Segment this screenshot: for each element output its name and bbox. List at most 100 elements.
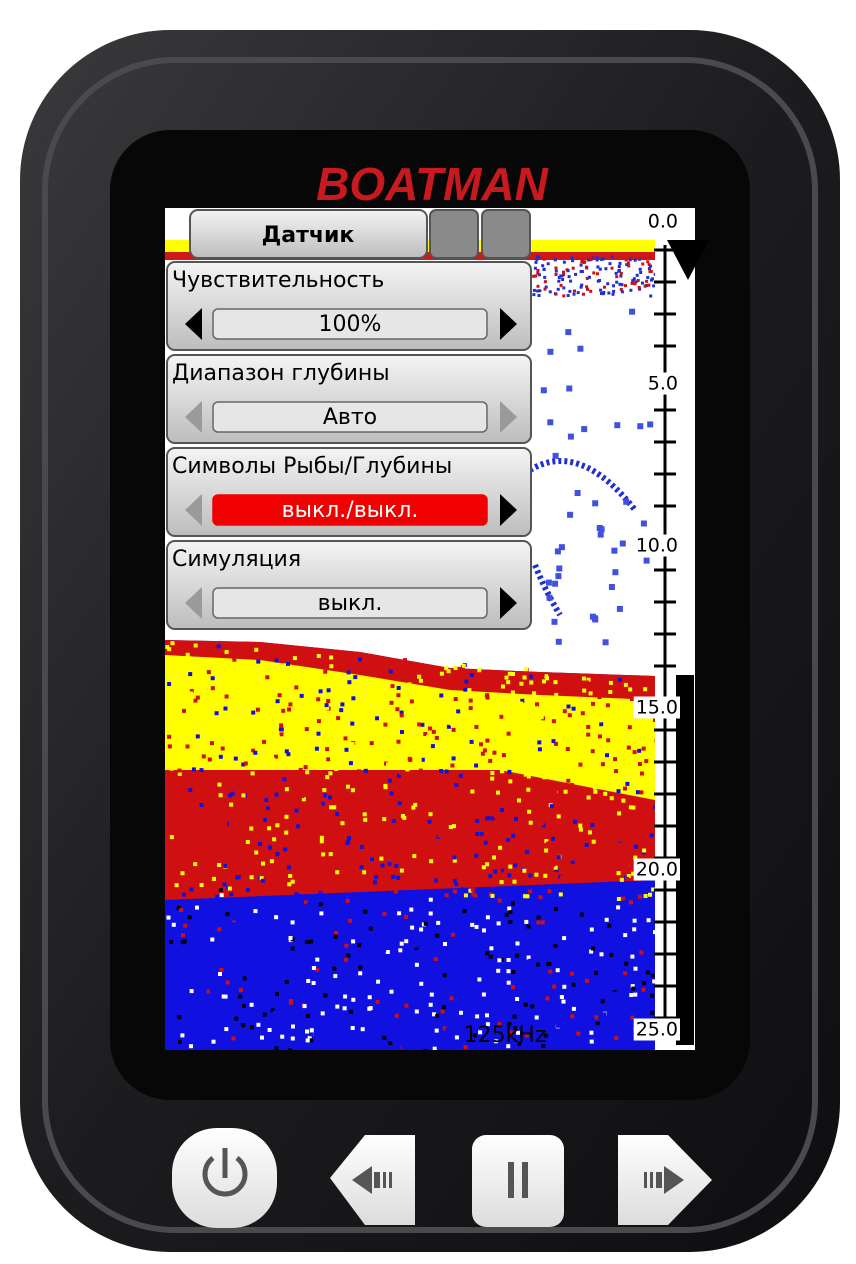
sonar-dot — [287, 708, 291, 712]
sonar-dot — [227, 953, 231, 957]
sonar-dot — [614, 707, 618, 711]
sonar-dot — [633, 750, 637, 754]
sonar-dot — [170, 835, 174, 839]
sonar-dot — [629, 805, 633, 809]
sonar-dot — [419, 679, 423, 683]
surface-dot — [576, 257, 579, 260]
surface-dot — [618, 269, 621, 272]
sonar-dot — [379, 857, 383, 861]
sonar-dot — [633, 919, 637, 923]
sonar-dot — [390, 792, 394, 796]
sonar-dot — [321, 947, 325, 951]
sonar-dot — [218, 662, 222, 666]
sonar-dot — [479, 742, 483, 746]
sonar-dot — [178, 1040, 182, 1044]
sonar-dot — [285, 980, 289, 984]
sonar-dot — [560, 716, 564, 720]
sonar-dot — [596, 811, 600, 815]
sonar-dot — [340, 702, 344, 706]
sonar-dot — [457, 851, 461, 855]
sonar-dot — [224, 1027, 228, 1031]
sonar-dot — [310, 1028, 314, 1032]
sonar-dot — [534, 873, 538, 877]
sonar-dot — [188, 915, 192, 919]
sonar-dot — [363, 910, 367, 914]
sonar-dot — [210, 824, 214, 828]
sonar-dot — [482, 993, 486, 997]
sonar-dot — [426, 735, 430, 739]
sonar-dot — [554, 772, 558, 776]
sonar-dot — [180, 1033, 184, 1037]
sonar-dot — [511, 985, 515, 989]
sonar-dot — [404, 939, 408, 943]
sonar-dot — [239, 988, 243, 992]
sonar-dot — [470, 859, 474, 863]
sonar-dot — [490, 771, 494, 775]
sonar-dot — [417, 722, 421, 726]
surface-dot — [612, 284, 615, 287]
sonar-dot — [394, 890, 398, 894]
sonar-dot — [210, 741, 214, 745]
sonar-dot — [353, 675, 357, 679]
fish-dot — [644, 558, 650, 564]
surface-dot — [582, 293, 585, 296]
sonar-dot — [367, 829, 371, 833]
sonar-dot — [516, 942, 520, 946]
sonar-dot — [363, 818, 367, 822]
fish-dot — [641, 521, 647, 527]
sonar-dot — [543, 874, 547, 878]
sonar-dot — [168, 758, 172, 762]
surface-dot — [624, 284, 627, 287]
sonar-dot — [208, 869, 212, 873]
sonar-dot — [563, 1027, 567, 1031]
sonar-dot — [326, 757, 330, 761]
surface-dot — [637, 279, 640, 282]
sonar-dot — [477, 978, 481, 982]
sonar-dot — [271, 758, 275, 762]
sonar-dot — [273, 818, 277, 822]
sonar-dot — [489, 946, 493, 950]
sonar-dot — [235, 876, 239, 880]
sonar-dot — [246, 888, 250, 892]
surface-dot — [646, 260, 649, 263]
sonar-dot — [310, 772, 314, 776]
sonar-dot — [295, 809, 299, 813]
sonar-dot — [379, 1039, 383, 1043]
sonar-dot — [175, 892, 179, 896]
surface-dot — [535, 258, 538, 261]
sonar-dot — [604, 771, 608, 775]
sonar-dot — [384, 807, 388, 811]
sonar-dot — [392, 819, 396, 823]
sonar-dot — [250, 704, 254, 708]
surface-dot — [612, 290, 615, 293]
sonar-dot — [312, 981, 316, 985]
sonar-dot — [360, 845, 364, 849]
surface-dot — [535, 261, 538, 264]
sonar-dot — [403, 658, 407, 662]
sonar-dot — [587, 770, 591, 774]
sonar-dot — [527, 775, 531, 779]
tab[interactable] — [430, 210, 478, 258]
tab[interactable] — [482, 210, 530, 258]
sonar-dot — [400, 713, 404, 717]
sonar-dot — [542, 775, 546, 779]
sonar-dot — [622, 679, 626, 683]
sonar-dot — [500, 808, 504, 812]
sonar-dot — [350, 840, 354, 844]
surface-dot — [602, 257, 605, 260]
sonar-dot — [628, 821, 632, 825]
depth-label: 15.0 — [636, 697, 678, 719]
sonar-dot — [630, 955, 634, 959]
pause-button[interactable] — [472, 1135, 564, 1227]
sonar-dot — [475, 988, 479, 992]
sonar-dot — [182, 709, 186, 713]
surface-dot — [588, 276, 591, 279]
sonar-dot — [545, 830, 549, 834]
sonar-dot — [321, 1011, 325, 1015]
sonar-dot — [570, 857, 574, 861]
sonar-dot — [287, 865, 291, 869]
sonar-dot — [228, 887, 232, 891]
sonar-dot — [234, 1017, 238, 1021]
sonar-dot — [193, 862, 197, 866]
surface-dot — [561, 275, 564, 278]
